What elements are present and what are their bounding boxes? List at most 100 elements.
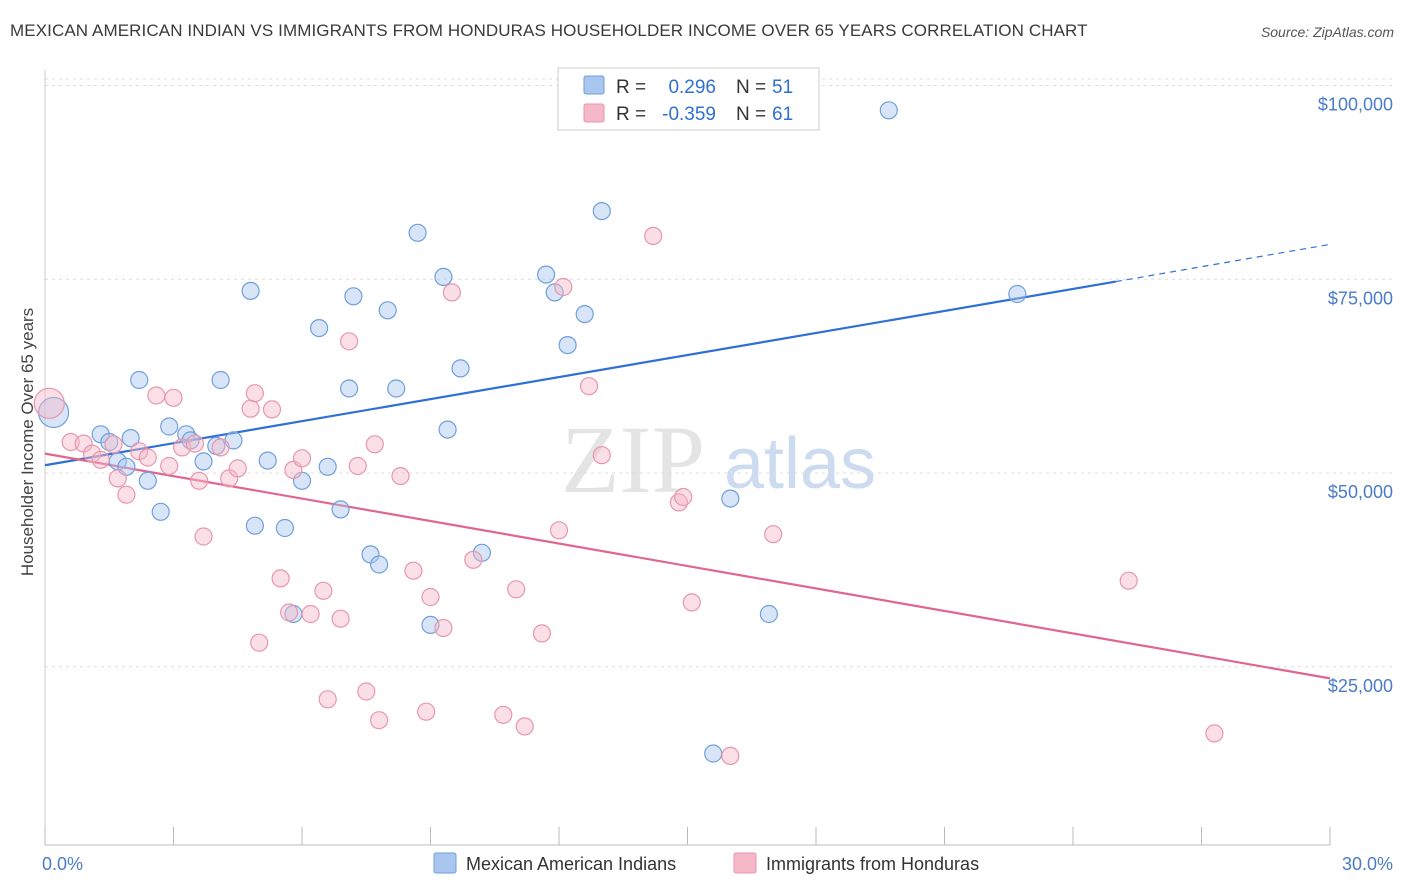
series-swatch-pink xyxy=(733,852,757,874)
point-honduras xyxy=(262,400,282,419)
point-honduras xyxy=(301,604,320,624)
point-honduras xyxy=(592,446,611,465)
point-mexican-american-indian xyxy=(434,267,453,286)
point-honduras xyxy=(370,711,389,730)
point-honduras xyxy=(211,438,230,457)
point-mexican-american-indian xyxy=(310,319,329,338)
trend-line-pink xyxy=(44,452,1331,680)
point-honduras xyxy=(280,603,299,622)
point-honduras xyxy=(434,618,453,638)
point-mexican-american-indian xyxy=(130,370,149,390)
legend-swatch-pink xyxy=(583,103,605,123)
point-mexican-american-indian xyxy=(408,223,427,242)
point-mexican-american-indian xyxy=(370,555,389,574)
point-honduras xyxy=(245,384,264,403)
point-honduras xyxy=(391,467,410,486)
point-honduras xyxy=(318,690,337,709)
point-mexican-american-indian xyxy=(721,489,740,508)
point-mexican-american-indian xyxy=(536,265,556,284)
point-mexican-american-indian xyxy=(138,471,157,490)
point-honduras xyxy=(554,277,573,297)
point-mexican-american-indian xyxy=(241,281,260,300)
point-honduras xyxy=(314,581,333,600)
point-honduras xyxy=(228,459,247,478)
point-mexican-american-indian xyxy=(704,744,723,763)
point-honduras xyxy=(331,609,350,628)
legend-r-label-1: R = xyxy=(616,77,646,98)
point-honduras xyxy=(104,435,123,454)
trend-line-blue xyxy=(44,280,1117,467)
point-honduras xyxy=(194,527,213,546)
point-mexican-american-indian xyxy=(545,283,564,302)
stats-legend: R = 0.296 N = 51 R = -0.359 N = 61 xyxy=(557,67,820,131)
point-mexican-american-indian xyxy=(558,336,577,355)
x-tick-label-end: 30.0% xyxy=(1342,854,1393,874)
point-honduras xyxy=(147,386,166,405)
point-honduras xyxy=(644,226,663,245)
point-honduras xyxy=(190,471,209,490)
trend-line-blue-extension xyxy=(1115,243,1331,283)
point-honduras xyxy=(515,717,534,736)
legend-r-value-1: 0.296 xyxy=(668,77,716,98)
y-tick-label: $75,000 xyxy=(1328,288,1393,308)
point-mexican-american-indian xyxy=(245,516,264,535)
legend-r-label-2: R = xyxy=(616,104,646,125)
point-honduras xyxy=(721,746,740,766)
point-honduras xyxy=(292,449,312,468)
axes: $25,000 $50,000 $75,000 $100,000 0.0% 30.0% xyxy=(42,70,1393,874)
point-mexican-american-indian xyxy=(1008,284,1027,304)
chart-title: MEXICAN AMERICAN INDIAN VS IMMIGRANTS FR… xyxy=(10,21,1088,40)
point-mexican-american-indian xyxy=(151,502,170,521)
point-honduras xyxy=(185,434,204,453)
point-honduras xyxy=(421,587,440,607)
point-honduras xyxy=(764,525,783,544)
trend-lines xyxy=(44,243,1331,680)
point-mexican-american-indian xyxy=(759,604,779,624)
point-mexican-american-indian xyxy=(344,287,363,306)
source-credit: Source: ZipAtlas.com xyxy=(1260,24,1394,40)
point-mexican-american-indian xyxy=(258,451,277,470)
point-honduras xyxy=(340,332,359,351)
point-honduras xyxy=(1119,571,1138,590)
point-honduras xyxy=(117,485,136,504)
series-swatch-blue xyxy=(433,852,457,874)
point-mexican-american-indian xyxy=(879,101,898,120)
point-honduras xyxy=(348,456,367,476)
point-honduras xyxy=(507,580,526,599)
series-name-2: Immigrants from Honduras xyxy=(766,854,979,874)
watermark-atlas: atlas xyxy=(724,424,876,504)
point-mexican-american-indian xyxy=(318,457,337,476)
point-mexican-american-indian xyxy=(387,379,406,398)
point-honduras xyxy=(250,633,269,652)
point-mexican-american-indian xyxy=(575,305,594,324)
point-mexican-american-indian xyxy=(37,396,70,429)
point-honduras xyxy=(1205,724,1224,743)
point-mexican-american-indian xyxy=(592,202,611,221)
x-tick-label-start: 0.0% xyxy=(42,854,83,874)
gridlines xyxy=(45,78,1392,668)
watermark-zip: ZIP xyxy=(561,406,705,513)
point-honduras xyxy=(160,456,179,476)
point-honduras xyxy=(494,705,513,724)
point-honduras xyxy=(91,450,110,469)
y-tick-label: $100,000 xyxy=(1318,95,1393,115)
point-honduras xyxy=(357,682,376,701)
point-honduras xyxy=(108,469,127,488)
legend-r-value-2: -0.359 xyxy=(662,104,716,125)
point-honduras xyxy=(404,561,423,580)
y-axis-label: Householder Income Over 65 years xyxy=(18,308,37,576)
point-honduras xyxy=(682,593,701,612)
point-honduras xyxy=(33,387,65,419)
point-honduras xyxy=(417,702,436,721)
point-mexican-american-indian xyxy=(275,518,294,538)
point-honduras xyxy=(241,399,260,418)
legend-n-label-1: N = xyxy=(736,77,766,98)
point-honduras xyxy=(674,487,693,507)
point-mexican-american-indian xyxy=(211,370,230,390)
point-mexican-american-indian xyxy=(451,359,470,378)
point-mexican-american-indian xyxy=(160,417,179,436)
point-honduras xyxy=(579,377,599,396)
point-mexican-american-indian xyxy=(331,500,350,519)
point-honduras xyxy=(365,435,384,454)
